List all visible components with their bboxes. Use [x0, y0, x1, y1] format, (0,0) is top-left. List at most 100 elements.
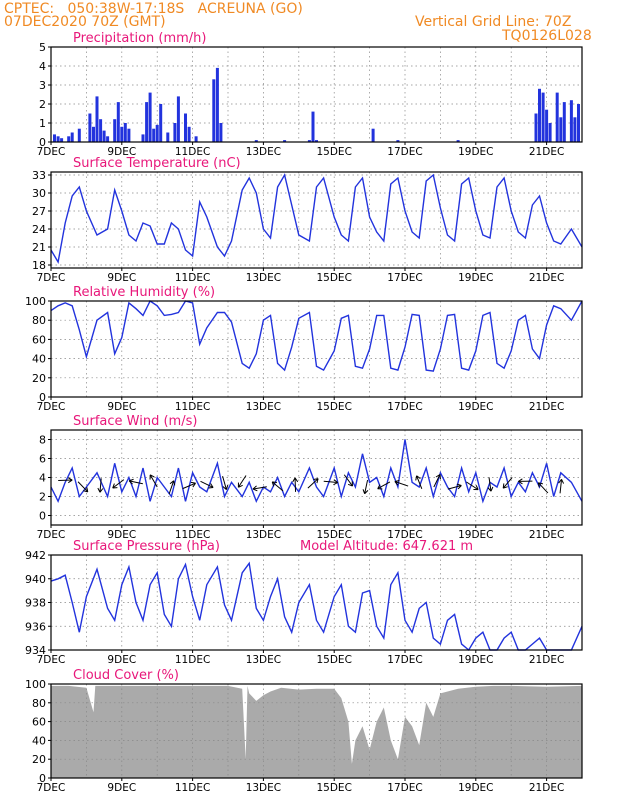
precip-bar: [315, 140, 318, 142]
x-tick-label: 13DEC: [246, 529, 281, 541]
precip-bar: [56, 136, 60, 142]
precip-bar: [113, 119, 117, 142]
x-tick-label: 7DEC: [37, 272, 66, 284]
y-tick-label: 80: [32, 697, 46, 710]
precip-bar: [562, 102, 566, 142]
x-tick-label: 15DEC: [316, 146, 351, 158]
y-tick-label: 0: [39, 772, 46, 785]
precip-bar: [127, 128, 131, 142]
precip-bar: [77, 128, 81, 142]
x-tick-label: 9DEC: [107, 272, 136, 284]
wind-arrow: [271, 481, 284, 492]
y-tick-label: 21: [32, 241, 46, 254]
wind-arrow: [558, 479, 565, 494]
precip-bar: [145, 102, 149, 142]
x-tick-label: 17DEC: [387, 146, 422, 158]
wind-arrow: [377, 481, 391, 490]
x-tick-label: 13DEC: [246, 146, 281, 158]
precip-bar: [548, 123, 552, 142]
wind-arrow: [466, 481, 479, 491]
y-tick-label: 0: [39, 391, 46, 404]
precip-bar: [573, 117, 577, 142]
wind-arrow: [292, 477, 299, 492]
precip-bar: [141, 134, 145, 142]
x-tick-label: 11DEC: [175, 654, 210, 666]
x-tick-label: 17DEC: [387, 654, 422, 666]
precip-bar: [70, 132, 74, 142]
y-tick-label: 0: [39, 510, 46, 523]
precip-bar: [123, 123, 127, 142]
wind-arrow: [447, 483, 462, 490]
wind-arrow: [168, 480, 176, 495]
wind-arrow: [252, 485, 267, 492]
x-tick-label: 7DEC: [37, 654, 66, 666]
precip-bar: [371, 128, 375, 142]
x-tick-label: 15DEC: [316, 272, 351, 284]
wind-arrow: [394, 479, 409, 487]
x-tick-label: 15DEC: [316, 529, 351, 541]
precip-bar: [545, 109, 549, 142]
precip-bar: [148, 92, 152, 142]
precip-frame: [50, 46, 583, 143]
x-tick-label: 7DEC: [37, 529, 66, 541]
y-tick-label: 5: [39, 41, 46, 54]
pressure-series-line: [50, 561, 583, 652]
wind-arrow: [200, 480, 214, 489]
x-tick-label: 13DEC: [246, 401, 281, 413]
y-tick-label: 100: [25, 678, 46, 691]
y-tick-label: 24: [32, 223, 46, 236]
y-tick-label: 1: [39, 117, 46, 130]
precip-title: Precipitation (mm/h): [73, 31, 206, 46]
wind-arrow: [58, 477, 73, 484]
y-tick-label: 3: [39, 79, 46, 92]
y-tick-label: 934: [25, 644, 46, 657]
precip-bar: [166, 132, 170, 142]
precip-bar: [538, 88, 541, 142]
y-tick-label: 4: [39, 472, 46, 485]
precip-bar: [155, 124, 159, 142]
precip-bar: [559, 117, 563, 142]
wind-arrow: [487, 477, 494, 492]
cloud-panel: 0 20 40 60 80 100 7DEC 9DEC 11DEC 13DEC 15DEC 17DEC…: [25, 668, 583, 794]
wind-arrow: [323, 479, 338, 486]
x-tick-label: 19DEC: [458, 401, 493, 413]
temp-panel: 18 21 24 27 30 33 7DEC 9DEC 11DEC 13DEC 15DEC 17DEC…: [32, 156, 583, 284]
precip-bar: [219, 123, 223, 142]
x-tick-label: 13DEC: [246, 654, 281, 666]
x-tick-label: 7DEC: [37, 782, 66, 794]
precip-bar: [60, 138, 64, 142]
temp-title: Surface Temperature (nC): [73, 156, 241, 171]
x-tick-label: 7DEC: [37, 401, 66, 413]
wind-arrow: [222, 476, 229, 491]
y-tick-label: 8: [39, 434, 46, 447]
x-tick-label: 19DEC: [458, 146, 493, 158]
precip-bar: [194, 136, 198, 142]
x-tick-label: 17DEC: [387, 272, 422, 284]
y-tick-label: 60: [32, 333, 46, 346]
y-tick-label: 40: [32, 734, 46, 747]
wind-arrow: [97, 478, 104, 493]
run-time-header: 07DEC2020 70Z (GMT): [4, 14, 166, 30]
precip-bar: [159, 104, 163, 142]
precip-bar: [254, 140, 258, 142]
wind-arrow: [128, 478, 143, 485]
temp-series-line: [50, 173, 583, 264]
rh-frame: [50, 300, 583, 398]
x-tick-label: 11DEC: [175, 782, 210, 794]
x-tick-label: 19DEC: [458, 529, 493, 541]
station-header: CPTEC: 050:38W-17:18S ACREUNA (GO): [4, 1, 303, 17]
precip-bar: [187, 126, 191, 142]
rh-title: Relative Humidity (%): [73, 285, 215, 300]
grid-note: Vertical Grid Line: 70Z: [415, 14, 572, 30]
wind-arrow: [415, 475, 423, 489]
wind-title: Surface Wind (m/s): [73, 414, 197, 429]
wind-panel: 0 2 4 6 8 7DEC 9DEC 11DEC 13DEC 15DEC 17DEC 19DEC 21…: [37, 414, 583, 541]
cloud-frame: [50, 683, 583, 779]
y-tick-label: 2: [39, 98, 46, 111]
temp-frame: [50, 171, 583, 269]
y-tick-label: 936: [25, 620, 46, 633]
wind-arrow: [518, 478, 533, 485]
y-tick-label: 80: [32, 314, 46, 327]
precip-bar: [176, 96, 180, 142]
x-tick-label: 11DEC: [175, 529, 210, 541]
